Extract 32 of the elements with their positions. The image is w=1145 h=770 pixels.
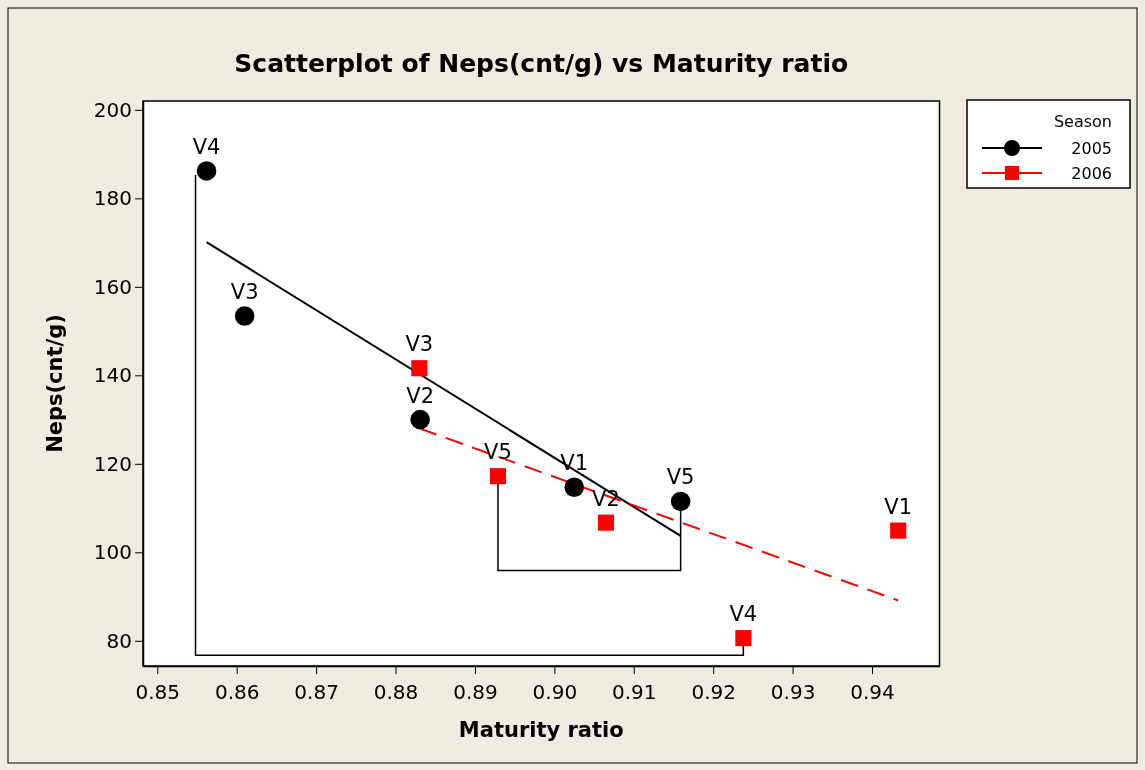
legend-title: Season <box>1053 112 1112 131</box>
annotation: V2 <box>406 383 435 408</box>
y-tick-label: 120 <box>93 451 132 476</box>
x-tick-label: 0.85 <box>135 680 181 704</box>
x-tick-label: 0.93 <box>770 680 816 704</box>
annotation: V2 <box>592 486 620 511</box>
x-tick-label: 0.87 <box>294 680 339 704</box>
x-axis-title: Maturity ratio <box>458 718 624 742</box>
y-axis-title: Neps(cnt/g) <box>43 314 67 453</box>
annotation: V1 <box>884 494 913 519</box>
y-tick-label: 80 <box>106 628 132 653</box>
x-tick-label: 0.92 <box>691 680 736 704</box>
annotation: V5 <box>484 440 512 465</box>
y-tick-label: 200 <box>93 97 132 122</box>
x-tick-label: 0.90 <box>532 680 578 704</box>
legend-label: 2006 <box>1071 164 1112 183</box>
annotation: V4 <box>729 602 758 627</box>
x-tick-label: 0.91 <box>612 680 657 704</box>
x-tick-label: 0.94 <box>850 680 895 704</box>
y-tick-label: 160 <box>93 274 132 299</box>
annotation: V3 <box>405 332 434 357</box>
y-tick-label: 100 <box>93 540 132 565</box>
annotation: V5 <box>666 465 695 490</box>
x-tick-label: 0.88 <box>373 680 419 704</box>
chart-title: Scatterplot of Neps(cnt/g) vs Maturity ratio <box>234 49 849 78</box>
y-tick-label: 180 <box>93 186 132 211</box>
annotation: V4 <box>192 134 221 159</box>
legend-label: 2005 <box>1071 139 1112 158</box>
x-tick-label: 0.89 <box>453 680 498 704</box>
x-tick-label: 0.86 <box>214 680 260 704</box>
annotation: V3 <box>230 280 259 305</box>
y-tick-label: 140 <box>93 363 132 388</box>
